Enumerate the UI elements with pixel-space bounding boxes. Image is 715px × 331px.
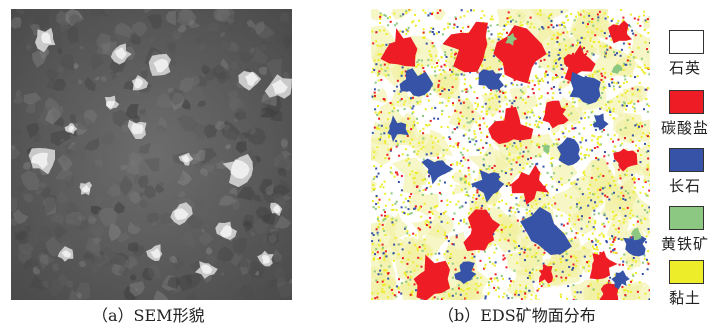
legend-label-feldspar: 长石: [657, 177, 713, 195]
sem-micrograph: [11, 9, 292, 300]
legend-swatch-quartz: [669, 30, 704, 54]
caption-eds: （b）EDS矿物面分布: [438, 306, 596, 326]
legend-label-quartz: 石英: [657, 59, 713, 77]
legend-swatch-clay: [669, 260, 704, 284]
legend-label-pyrite: 黄铁矿: [657, 235, 713, 253]
sem-image: [11, 9, 292, 300]
legend-swatch-feldspar: [669, 148, 704, 172]
legend-label-carbonate: 碳酸盐: [657, 119, 713, 137]
legend-label-clay: 黏土: [657, 289, 713, 307]
eds-map-canvas: [371, 9, 650, 300]
legend-swatch-pyrite: [669, 206, 704, 230]
eds-mineral-map: [371, 9, 650, 300]
caption-sem: （a）SEM形貌: [92, 306, 205, 326]
legend-swatch-carbonate: [669, 90, 704, 114]
